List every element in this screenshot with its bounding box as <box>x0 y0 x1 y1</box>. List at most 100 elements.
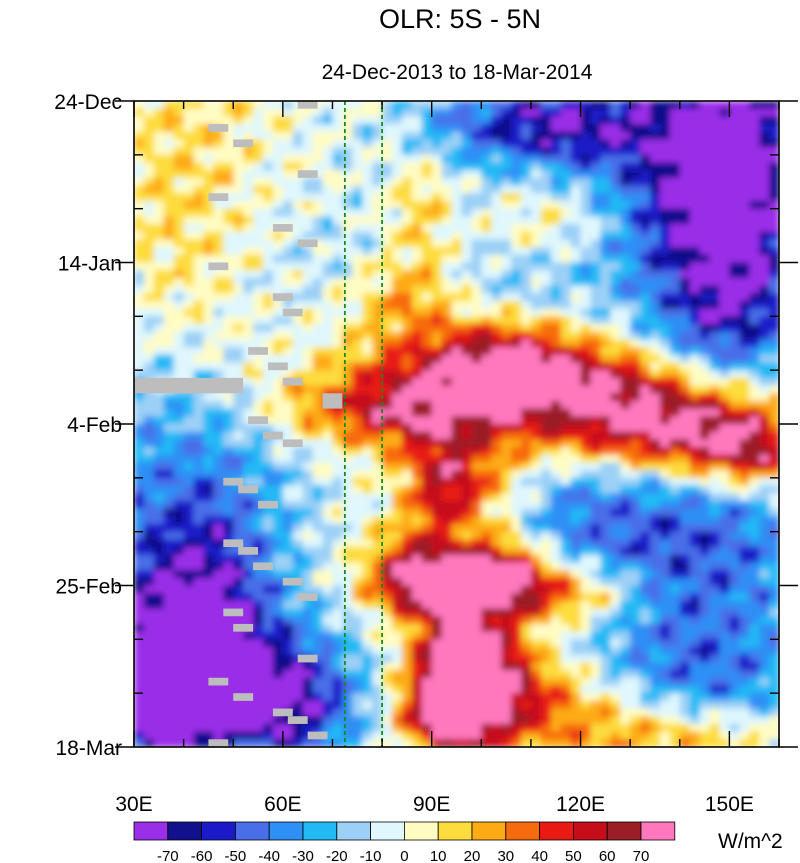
heatmap-cell <box>580 670 592 679</box>
heatmap-cell <box>759 631 770 640</box>
heatmap-cell <box>461 639 472 648</box>
heatmap-cell <box>630 608 641 617</box>
heatmap-cell <box>451 231 463 241</box>
heatmap-cell <box>332 247 343 256</box>
heatmap-cell <box>203 577 214 587</box>
heatmap-cell <box>570 562 582 571</box>
heatmap-cell <box>282 485 294 494</box>
heatmap-cell <box>521 208 532 217</box>
heatmap-cell <box>401 224 413 233</box>
heatmap-cell <box>352 585 363 594</box>
heatmap-cell <box>134 500 145 510</box>
heatmap-cell <box>411 539 423 548</box>
heatmap-cell <box>183 539 195 548</box>
heatmap-cell <box>749 231 760 241</box>
heatmap-cell <box>540 631 552 640</box>
heatmap-cell <box>759 262 770 271</box>
heatmap-cell <box>312 285 324 294</box>
heatmap-cell <box>421 154 433 164</box>
heatmap-cell <box>153 670 165 679</box>
heatmap-cell <box>491 585 502 594</box>
heatmap-cell <box>481 647 492 656</box>
heatmap-cell <box>451 431 463 440</box>
heatmap-cell <box>134 547 145 556</box>
heatmap-cell <box>570 208 582 217</box>
heatmap-cell <box>173 270 185 279</box>
heatmap-cell <box>540 377 552 387</box>
heatmap-cell <box>213 147 224 156</box>
heatmap-cell <box>580 408 592 417</box>
heatmap-cell <box>709 300 721 310</box>
heatmap-cell <box>312 300 324 310</box>
heatmap-cell <box>312 362 324 371</box>
heatmap-cell <box>669 354 681 364</box>
heatmap-cell <box>580 662 592 671</box>
heatmap-cell <box>342 308 353 317</box>
heatmap-cell <box>689 508 701 517</box>
heatmap-cell <box>630 631 641 640</box>
heatmap-cell <box>401 508 413 517</box>
heatmap-cell <box>263 600 274 610</box>
heatmap-cell <box>471 101 482 110</box>
heatmap-cell <box>362 400 373 410</box>
heatmap-cell <box>163 539 175 548</box>
heatmap-cell <box>282 631 294 640</box>
heatmap-cell <box>302 162 314 171</box>
heatmap-cell <box>392 570 403 579</box>
heatmap-cell <box>679 339 691 348</box>
heatmap-cell <box>739 293 750 302</box>
heatmap-cell <box>650 270 661 279</box>
heatmap-cell <box>213 116 224 125</box>
heatmap-cell <box>580 247 592 256</box>
heatmap-cell <box>699 162 711 171</box>
heatmap-cell <box>530 493 542 502</box>
heatmap-cell <box>729 654 740 663</box>
heatmap-cell <box>372 101 383 110</box>
heatmap-cell <box>769 585 779 594</box>
heatmap-cell <box>253 170 264 179</box>
heatmap-cell <box>263 439 274 448</box>
heatmap-cell <box>153 270 165 279</box>
heatmap-cell <box>709 523 721 533</box>
heatmap-cell <box>243 431 254 440</box>
heatmap-cell <box>451 400 463 410</box>
heatmap-cell <box>521 354 532 364</box>
heatmap-cell <box>540 431 552 440</box>
heatmap-cell <box>292 216 304 225</box>
heatmap-cell <box>659 639 671 648</box>
heatmap-cell <box>203 400 214 410</box>
heatmap-cell <box>521 177 532 187</box>
heatmap-cell <box>491 393 502 402</box>
heatmap-cell <box>282 393 294 402</box>
heatmap-cell <box>689 108 701 117</box>
heatmap-cell <box>560 539 572 548</box>
heatmap-cell <box>650 285 661 294</box>
heatmap-cell <box>263 331 274 340</box>
heatmap-cell <box>640 293 651 302</box>
heatmap-cell <box>570 200 582 210</box>
heatmap-cell <box>530 470 542 479</box>
heatmap-cell <box>292 270 304 279</box>
heatmap-cell <box>530 285 542 294</box>
heatmap-cell <box>153 154 165 164</box>
heatmap-cell <box>332 300 343 310</box>
heatmap-cell <box>570 500 582 510</box>
heatmap-cell <box>580 193 592 202</box>
heatmap-cell <box>382 577 393 587</box>
heatmap-cell <box>312 339 324 348</box>
heatmap-cell <box>153 308 165 317</box>
heatmap-cell <box>292 670 304 679</box>
heatmap-cell <box>630 662 641 671</box>
heatmap-cell <box>749 570 760 579</box>
heatmap-cell <box>610 370 621 379</box>
heatmap-cell <box>362 101 373 110</box>
heatmap-cell <box>659 616 671 625</box>
heatmap-cell <box>669 231 681 241</box>
heatmap-cell <box>610 347 621 356</box>
heatmap-cell <box>263 685 274 694</box>
heatmap-cell <box>729 647 740 656</box>
heatmap-cell <box>491 270 502 279</box>
heatmap-cell <box>461 393 472 402</box>
heatmap-cell <box>570 631 582 640</box>
heatmap-cell <box>590 162 601 171</box>
